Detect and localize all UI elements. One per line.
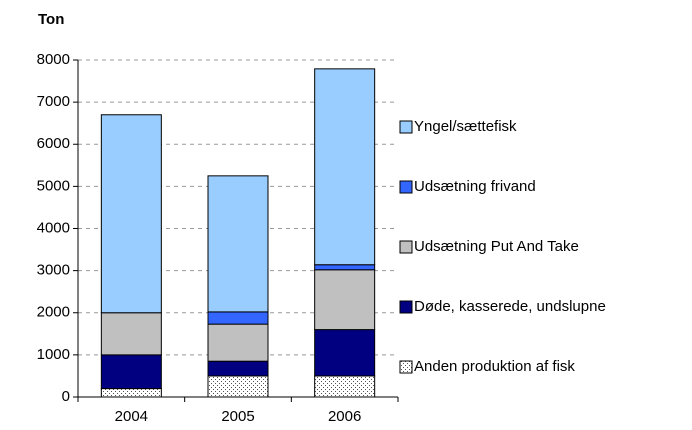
y-tick-label: 1000 [37, 346, 70, 363]
legend-label: Døde, kasserede, undslupne [414, 298, 606, 315]
bar-segment [207, 375, 269, 398]
y-tick-label: 8000 [37, 51, 70, 68]
bar-segment [207, 323, 269, 362]
legend-label: Udsætning Put And Take [414, 238, 579, 255]
x-tick-label: 2005 [221, 408, 254, 425]
y-tick-label: 3000 [37, 262, 70, 279]
bar-segment [207, 311, 269, 325]
legend-swatch [399, 300, 413, 314]
y-tick-label: 5000 [37, 177, 70, 194]
bar-segment [100, 354, 162, 390]
bar-segment [100, 388, 162, 398]
legend-label: Udsætning frivand [414, 178, 536, 195]
legend-label: Yngel/sættefisk [414, 118, 517, 135]
legend-swatch [399, 360, 413, 374]
bar-segment [100, 114, 162, 314]
bar-segment [314, 68, 376, 266]
bar-segment [314, 264, 376, 271]
x-tick-label: 2004 [115, 408, 148, 425]
y-tick-label: 7000 [37, 93, 70, 110]
bar-segment [207, 360, 269, 377]
y-tick-label: 6000 [37, 135, 70, 152]
bar-segment [207, 175, 269, 313]
legend-swatch [399, 240, 413, 254]
bar-segment [314, 329, 376, 377]
legend-swatch [399, 180, 413, 194]
bar-segment [100, 312, 162, 356]
legend-swatch [399, 120, 413, 134]
x-tick-label: 2006 [328, 408, 361, 425]
bar-segment [314, 375, 376, 398]
legend-label: Anden produktion af fisk [414, 358, 575, 375]
y-tick-label: 4000 [37, 219, 70, 236]
bar-segment [314, 269, 376, 331]
y-axis-label: Ton [38, 11, 64, 28]
y-tick-label: 0 [62, 388, 70, 405]
y-tick-label: 2000 [37, 304, 70, 321]
